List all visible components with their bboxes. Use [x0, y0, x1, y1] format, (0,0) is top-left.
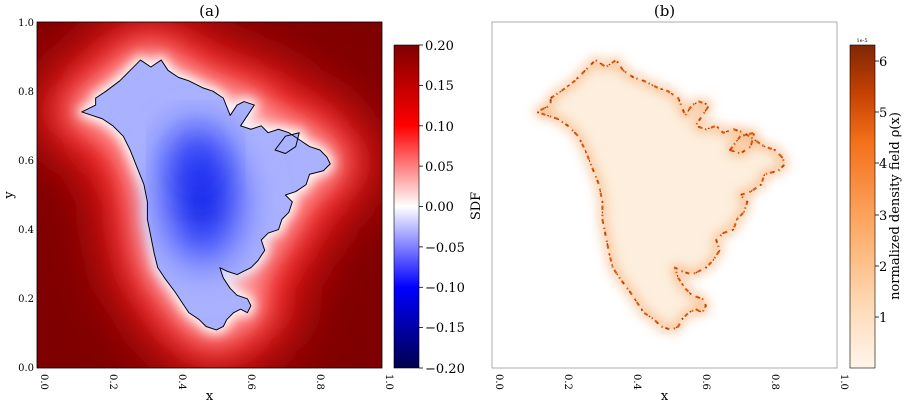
xtick-a-4: 0.8 [314, 374, 325, 390]
colorbar-sdf-gradient [393, 44, 420, 369]
panel-a-title: (a) [199, 2, 220, 20]
cbtick-rho-5: 5 [879, 106, 887, 121]
xtick-a-0: 0.0 [38, 374, 49, 390]
xtick-b-3: 0.6 [700, 374, 711, 390]
colorbar-sdf-label: SDF [469, 192, 484, 220]
xlabel-a: x [206, 389, 214, 404]
panel-a-frame [36, 21, 383, 369]
colorbar-density-gradient [849, 44, 876, 369]
panel-a-xaxis: 0.0 0.2 0.4 0.6 0.8 1.0 x [38, 374, 394, 404]
panel-b: (b) 0.0 0.2 0.4 0.6 0.8 1.0 x 1e-5 [491, 2, 903, 404]
cbtick-sdf-8: −0.20 [425, 362, 465, 377]
panel-b-xaxis: 0.0 0.2 0.4 0.6 0.8 1.0 x [493, 374, 849, 404]
colorbar-density-offset: 1e-5 [856, 38, 867, 44]
cbtick-sdf-0: 0.20 [425, 39, 454, 54]
density-heatmap [492, 22, 837, 368]
xtick-b-5: 1.0 [838, 374, 849, 390]
xtick-b-1: 0.2 [562, 374, 573, 390]
xtick-b-2: 0.4 [631, 374, 642, 390]
ytick-a-4: 0.8 [18, 87, 34, 98]
cbtick-sdf-5: −0.05 [425, 241, 465, 256]
colorbar-density: 1e-5 6 5 4 3 2 1 normalized density fiel… [849, 38, 903, 369]
cbtick-rho-1: 1 [879, 311, 887, 326]
cbtick-rho-6: 6 [879, 55, 887, 70]
colorbar-density-label: normalized density field ρ(x) [888, 112, 903, 300]
ytick-a-1: 0.2 [18, 294, 34, 305]
cbtick-sdf-6: −0.10 [425, 281, 465, 296]
cbtick-sdf-4: 0.00 [425, 200, 454, 215]
cbtick-rho-2: 2 [879, 260, 887, 275]
xtick-a-1: 0.2 [107, 374, 118, 390]
cbtick-sdf-7: −0.15 [425, 321, 465, 336]
cbtick-sdf-1: 0.15 [425, 79, 454, 94]
ytick-a-5: 1.0 [18, 18, 34, 29]
panel-a-yaxis: 0.0 0.2 0.4 0.6 0.8 1.0 y [2, 18, 34, 374]
ytick-a-0: 0.0 [18, 363, 34, 374]
ylabel-a: y [2, 191, 17, 200]
xlabel-b: x [661, 389, 669, 404]
xtick-a-3: 0.6 [245, 374, 256, 390]
sdf-heatmap [37, 22, 382, 368]
panel-a: (a) 0.0 0.2 0.4 0.6 0.8 1.0 x 0.0 [2, 2, 484, 404]
cbtick-sdf-3: 0.05 [425, 160, 454, 175]
panel-b-frame [491, 21, 838, 369]
panel-b-title: (b) [654, 2, 675, 20]
xtick-b-0: 0.0 [493, 374, 504, 390]
xtick-b-4: 0.8 [769, 374, 780, 390]
xtick-a-2: 0.4 [176, 374, 187, 390]
sdf-interior-core-2 [164, 122, 227, 199]
ytick-a-2: 0.4 [18, 225, 34, 236]
xtick-a-5: 1.0 [383, 374, 394, 390]
colorbar-sdf: 0.20 0.15 0.10 0.05 0.00 −0.05 −0.10 −0.… [393, 39, 484, 377]
ytick-a-3: 0.6 [18, 156, 34, 167]
cbtick-sdf-2: 0.10 [425, 120, 454, 135]
cbtick-rho-4: 4 [879, 157, 887, 172]
cbtick-rho-3: 3 [879, 209, 887, 224]
